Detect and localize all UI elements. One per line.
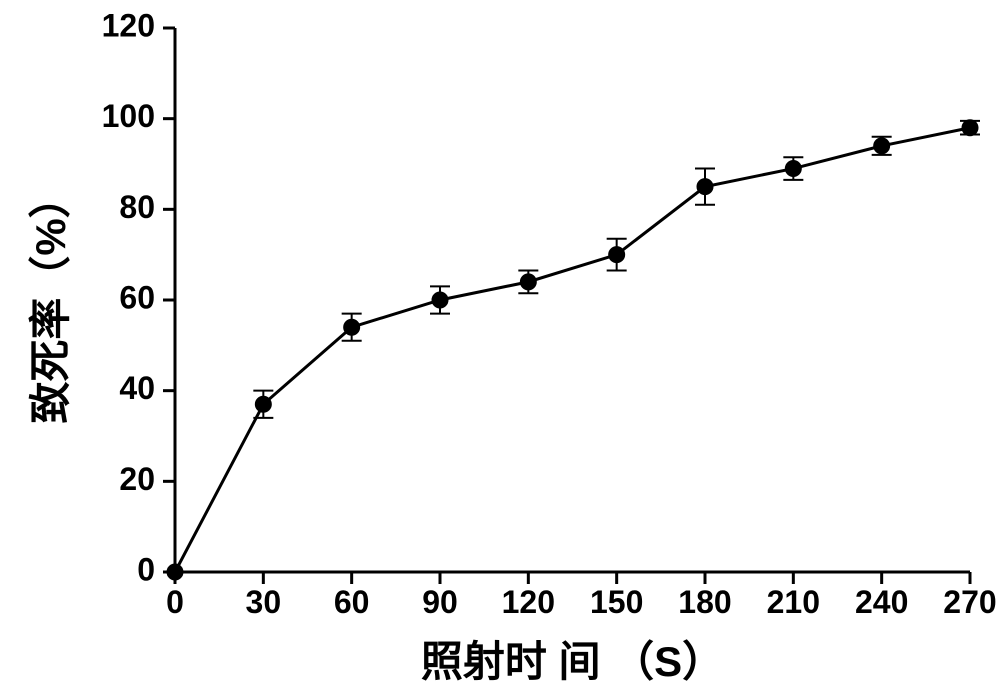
x-tick-label: 0 [166, 584, 184, 620]
x-tick-label: 90 [422, 584, 458, 620]
data-point [697, 179, 713, 195]
data-point [167, 564, 183, 580]
data-point [962, 120, 978, 136]
x-axis-title: 照射时 间 （S） [421, 638, 724, 685]
y-tick-label: 0 [137, 551, 155, 587]
data-point [432, 292, 448, 308]
y-tick-label: 60 [119, 279, 155, 315]
x-tick-label: 270 [943, 584, 996, 620]
line-chart: 0 20 40 60 80 100 120 0 30 60 90 120 150 180 210 240 27… [0, 0, 1000, 691]
x-tick-label: 120 [502, 584, 555, 620]
y-tick-label: 120 [102, 7, 155, 43]
x-tick-label: 150 [590, 584, 643, 620]
y-tick-label: 40 [119, 370, 155, 406]
x-tick-label: 210 [767, 584, 820, 620]
data-point [255, 396, 271, 412]
x-tick-label: 60 [334, 584, 370, 620]
y-tick-label: 80 [119, 189, 155, 225]
y-axis-title: 致死率（%） [27, 176, 74, 423]
data-markers [167, 120, 978, 580]
data-point [874, 138, 890, 154]
y-axis: 0 20 40 60 80 100 120 [102, 7, 175, 587]
x-tick-label: 30 [246, 584, 282, 620]
error-bars [253, 121, 980, 418]
data-point [609, 247, 625, 263]
data-line [175, 128, 970, 572]
y-tick-label: 20 [119, 461, 155, 497]
data-point [785, 161, 801, 177]
data-point [344, 319, 360, 335]
x-axis: 0 30 60 90 120 150 180 210 240 270 [166, 572, 997, 620]
x-tick-label: 180 [678, 584, 731, 620]
x-tick-label: 240 [855, 584, 908, 620]
data-point [520, 274, 536, 290]
y-tick-label: 100 [102, 98, 155, 134]
